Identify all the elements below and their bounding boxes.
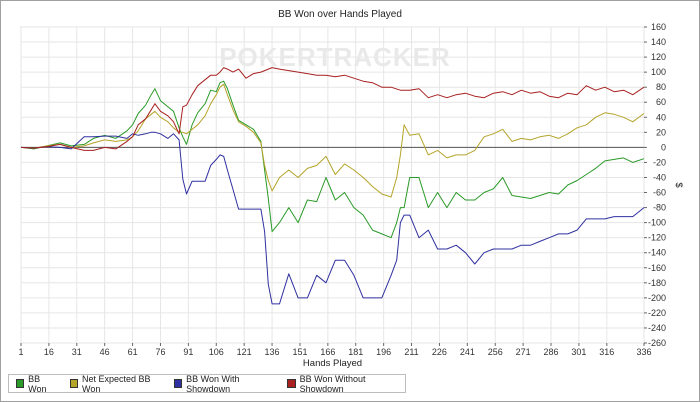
y-tick-label: -100 (648, 218, 666, 228)
x-tick-label: 121 (237, 347, 252, 357)
chart-title: BB Won over Hands Played (278, 9, 402, 20)
y-tick-label: -120 (648, 233, 666, 243)
x-tick-label: 91 (183, 347, 193, 357)
plot-background (20, 26, 645, 344)
x-tick-label: 31 (72, 347, 82, 357)
y-tick-label: 20 (656, 127, 666, 137)
x-tick-label: 46 (100, 347, 110, 357)
legend-swatch (287, 379, 296, 388)
chart-legend: BB Won Net Expected BB Won BB Won With Sho… (8, 373, 406, 394)
y-tick-label: 120 (651, 52, 666, 62)
x-tick-label: 151 (292, 347, 307, 357)
series-line-1 (20, 80, 645, 239)
x-tick-label: 316 (599, 347, 614, 357)
y-tick-label: 40 (656, 112, 666, 122)
legend-label: BB Won Without Showdown (299, 373, 366, 394)
y-tick-label: 100 (651, 67, 666, 77)
y-tick-label: -220 (648, 308, 666, 318)
x-tick-label: 76 (155, 347, 165, 357)
x-tick-label: 286 (543, 347, 558, 357)
y-tick-label: 160 (651, 22, 666, 32)
watermark-text: POKERTRACKER (219, 42, 451, 72)
x-tick-label: 166 (320, 347, 335, 357)
x-tick-label: 226 (432, 347, 447, 357)
y-tick-label: -260 (648, 338, 666, 348)
x-tick-label: 136 (265, 347, 280, 357)
x-tick-label: 301 (571, 347, 586, 357)
legend-label: BB Won (28, 373, 47, 394)
legend-item-2: Net Expected BB Won (69, 373, 161, 394)
x-tick-label: 211 (404, 347, 418, 357)
legend-item-1: BB Won (16, 374, 57, 394)
series-line-3 (20, 131, 645, 305)
x-tick-label: 196 (376, 347, 391, 357)
legend-item-4: BB Won Without Showdown (287, 374, 399, 394)
y-tick-label: -160 (648, 263, 666, 273)
y-tick-label: -60 (653, 188, 666, 198)
series-line-2 (20, 83, 645, 198)
y-tick-label: 0 (661, 142, 666, 152)
x-tick-label: 271 (516, 347, 531, 357)
x-tick-label: 181 (348, 347, 363, 357)
legend-label: Net Expected BB Won (82, 373, 151, 394)
y-tick-label: -80 (653, 203, 666, 213)
x-tick-label: 16 (44, 347, 54, 357)
legend-label: BB Won With Showdown (186, 373, 240, 394)
series-line-4 (20, 67, 645, 151)
x-tick-label: 1 (18, 347, 23, 357)
legend-swatch (16, 379, 25, 388)
x-tick-label: 61 (128, 347, 138, 357)
legend-swatch (69, 379, 78, 388)
x-tick-label: 106 (209, 347, 224, 357)
x-tick-label: 241 (460, 347, 475, 357)
y-tick-label: -140 (648, 248, 666, 258)
y-tick-label: -240 (648, 323, 666, 333)
legend-swatch (173, 379, 183, 388)
x-tick-label: 336 (636, 347, 651, 357)
y-axis-title: $ (673, 182, 684, 188)
y-tick-label: 140 (651, 37, 666, 47)
y-tick-label: -180 (648, 278, 666, 288)
y-tick-label: -20 (653, 157, 666, 167)
legend-item-3: BB Won With Showdown (173, 373, 274, 394)
y-tick-label: 60 (656, 97, 666, 107)
y-tick-label: -40 (653, 172, 666, 182)
y-tick-label: 80 (656, 82, 666, 92)
x-axis-title: Hands Played (303, 358, 362, 369)
y-tick-label: -200 (648, 293, 666, 303)
x-tick-label: 256 (488, 347, 503, 357)
